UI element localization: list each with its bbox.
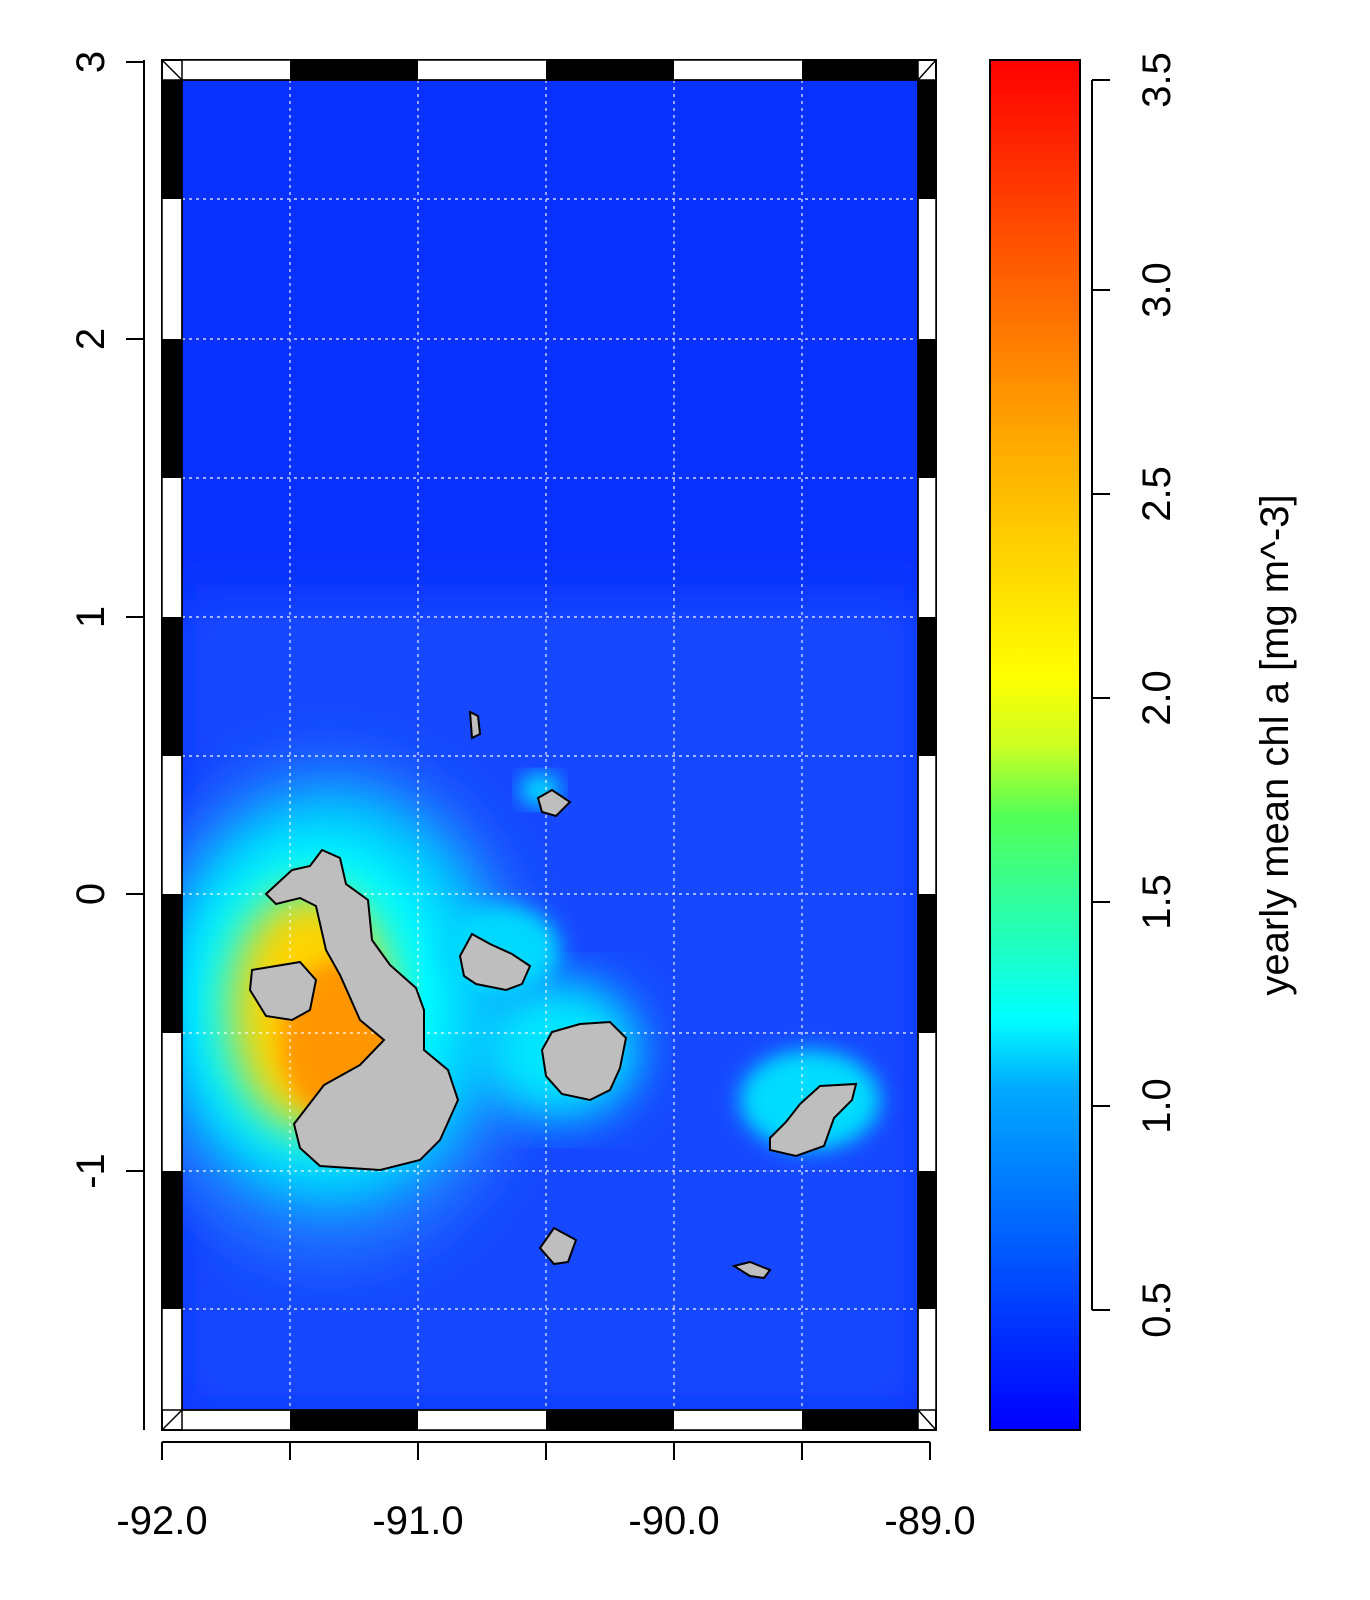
- island-floreana: [538, 1226, 578, 1266]
- islands: [248, 710, 858, 1280]
- x-tick-label: -90.0: [628, 1499, 719, 1543]
- island-santiago: [458, 932, 532, 992]
- y-tick-label: 2: [69, 328, 113, 350]
- colorbar-tick-label: 2.0: [1135, 670, 1179, 726]
- y-tick-label: 3: [69, 51, 113, 73]
- island-san-cristobal: [769, 1082, 858, 1158]
- y-axis: 3 2 1 0 -1: [69, 51, 145, 1430]
- map-frame: [161, 59, 937, 1431]
- colorbar: 0.5 1.0 1.5 2.0 2.5 3.0 3.5 yearly mean …: [989, 52, 1297, 1431]
- x-axis: -92.0 -91.0 -90.0 -89.0: [116, 1441, 976, 1543]
- x-tick-label: -92.0: [116, 1499, 207, 1543]
- y-tick-label: 0: [69, 883, 113, 905]
- island-fernandina: [248, 960, 318, 1022]
- y-tick-label: 1: [69, 606, 113, 628]
- island-marchena: [536, 788, 572, 818]
- x-tick-label: -91.0: [372, 1499, 463, 1543]
- island-santa-cruz: [540, 1020, 628, 1102]
- map-grid: [182, 80, 918, 1410]
- colorbar-tick-label: 1.5: [1135, 874, 1179, 930]
- x-tick-label: -89.0: [884, 1499, 975, 1543]
- map-panel: [161, 59, 937, 1431]
- chlorophyll-raster: [182, 80, 918, 1410]
- colorbar-gradient: [989, 59, 1081, 1431]
- colorbar-tick-label: 0.5: [1135, 1282, 1179, 1338]
- y-tick-label: -1: [69, 1153, 113, 1189]
- colorbar-tick-label: 1.0: [1135, 1078, 1179, 1134]
- island-pinta: [468, 710, 482, 740]
- island-isabela: [264, 848, 460, 1172]
- colorbar-label: yearly mean chl a [mg m^-3]: [1253, 494, 1297, 995]
- island-espanola: [731, 1260, 772, 1280]
- colorbar-tick-label: 2.5: [1135, 466, 1179, 522]
- colorbar-tick-label: 3.0: [1135, 262, 1179, 318]
- colorbar-tick-label: 3.5: [1135, 52, 1179, 108]
